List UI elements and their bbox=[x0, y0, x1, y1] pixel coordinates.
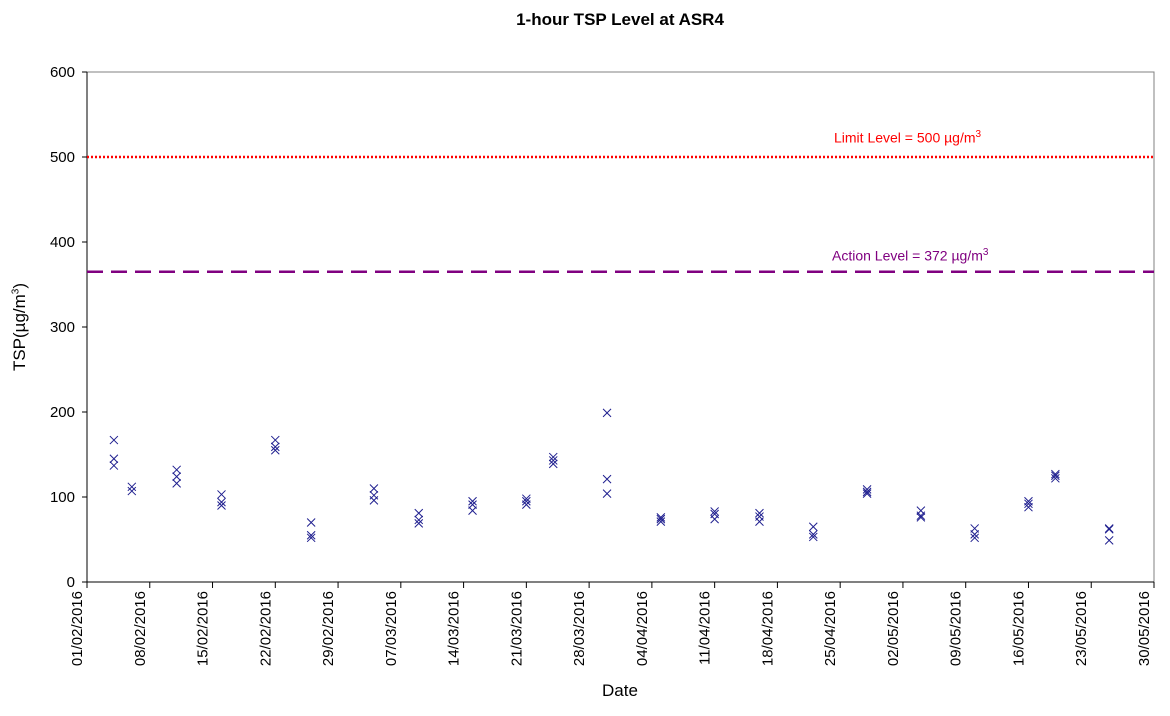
x-tick-label: 15/02/2016 bbox=[195, 591, 212, 666]
x-tick-label: 22/02/2016 bbox=[257, 591, 274, 666]
data-point bbox=[270, 445, 280, 455]
limit-level-label-sup: 3 bbox=[975, 129, 982, 140]
y-tick-label: 100 bbox=[50, 489, 75, 506]
data-point bbox=[710, 507, 720, 516]
x-tick-label: 21/03/2016 bbox=[508, 591, 525, 666]
x-tick-label: 04/04/2016 bbox=[634, 591, 651, 666]
data-point bbox=[217, 490, 226, 499]
data-point bbox=[1104, 524, 1114, 533]
data-point bbox=[172, 479, 182, 488]
data-point bbox=[1051, 473, 1060, 483]
data-point bbox=[468, 496, 477, 506]
plot-frame bbox=[86, 71, 1155, 583]
x-tick-label: 16/05/2016 bbox=[1010, 591, 1027, 666]
x-tick-label: 09/05/2016 bbox=[948, 591, 965, 666]
data-point bbox=[656, 514, 666, 524]
data-point bbox=[1024, 499, 1033, 509]
data-point bbox=[217, 497, 226, 507]
data-point bbox=[369, 484, 379, 493]
data-point bbox=[306, 530, 316, 540]
data-point bbox=[306, 518, 316, 527]
x-axis-label: Date bbox=[602, 681, 638, 700]
data-point bbox=[602, 474, 612, 484]
data-point bbox=[808, 530, 818, 539]
data-point bbox=[1051, 469, 1060, 479]
chart-title: 1-hour TSP Level at ASR4 bbox=[516, 10, 724, 29]
x-tick-label: 11/04/2016 bbox=[697, 591, 714, 665]
data-point bbox=[414, 518, 424, 528]
data-point bbox=[172, 472, 182, 481]
data-point bbox=[916, 511, 926, 521]
x-tick-label: 28/03/2016 bbox=[571, 591, 588, 666]
limit-level-label-text: Limit Level = 500 µg/m bbox=[834, 129, 976, 146]
data-point bbox=[970, 533, 980, 543]
data-point bbox=[916, 513, 926, 522]
x-tick-label: 01/02/2016 bbox=[69, 591, 86, 666]
data-point bbox=[127, 482, 137, 492]
data-point bbox=[710, 514, 720, 524]
y-tick-label: 0 bbox=[67, 574, 75, 591]
x-tick-label: 18/04/2016 bbox=[759, 591, 776, 666]
action-level-label-sup: 3 bbox=[982, 247, 989, 258]
y-tick-label: 400 bbox=[50, 234, 75, 251]
x-tick-label: 14/03/2016 bbox=[446, 591, 463, 666]
data-point bbox=[217, 501, 226, 510]
data-point bbox=[862, 487, 872, 497]
data-point bbox=[369, 496, 379, 505]
data-point bbox=[414, 508, 424, 518]
data-point bbox=[109, 435, 119, 445]
data-point bbox=[1051, 471, 1060, 481]
x-tick-label: 30/05/2016 bbox=[1136, 591, 1153, 666]
data-point bbox=[172, 465, 182, 475]
data-point bbox=[270, 435, 280, 445]
data-point bbox=[468, 506, 477, 515]
x-tick-label: 02/05/2016 bbox=[885, 591, 902, 666]
x-tick-label: 23/05/2016 bbox=[1073, 591, 1090, 666]
data-point bbox=[1024, 502, 1033, 512]
data-point bbox=[1104, 524, 1114, 534]
data-point bbox=[862, 489, 872, 498]
x-tick-label: 25/04/2016 bbox=[822, 591, 839, 666]
data-point bbox=[656, 513, 666, 522]
data-point bbox=[862, 484, 872, 494]
data-point bbox=[521, 496, 531, 506]
data-point bbox=[127, 486, 137, 496]
action-level-label: Action Level = 372 µg/m3 bbox=[832, 247, 988, 264]
data-point bbox=[1104, 535, 1114, 545]
data-point bbox=[521, 500, 531, 510]
data-point bbox=[414, 515, 424, 525]
data-point bbox=[109, 461, 119, 470]
data-point bbox=[755, 517, 764, 527]
data-point bbox=[270, 442, 280, 452]
action-level-label-text: Action Level = 372 µg/m bbox=[832, 247, 983, 264]
data-point bbox=[656, 517, 666, 527]
y-tick-label: 200 bbox=[50, 404, 75, 421]
data-point bbox=[808, 532, 818, 542]
data-point bbox=[755, 508, 764, 518]
data-point bbox=[548, 452, 558, 462]
data-point bbox=[970, 530, 980, 539]
y-tick-label: 600 bbox=[50, 64, 75, 81]
data-point bbox=[602, 489, 612, 498]
data-point bbox=[548, 456, 558, 465]
y-tick-label: 300 bbox=[50, 319, 75, 336]
y-tick-label: 500 bbox=[50, 149, 75, 166]
data-point bbox=[808, 522, 818, 532]
data-point bbox=[548, 459, 558, 469]
data-point bbox=[602, 408, 612, 418]
x-tick-label: 08/02/2016 bbox=[132, 591, 149, 666]
x-tick-label: 07/03/2016 bbox=[383, 591, 400, 666]
data-point bbox=[306, 533, 316, 543]
x-tick-label: 29/02/2016 bbox=[320, 591, 337, 666]
limit-level-label: Limit Level = 500 µg/m3 bbox=[834, 129, 981, 146]
data-point bbox=[109, 454, 119, 464]
